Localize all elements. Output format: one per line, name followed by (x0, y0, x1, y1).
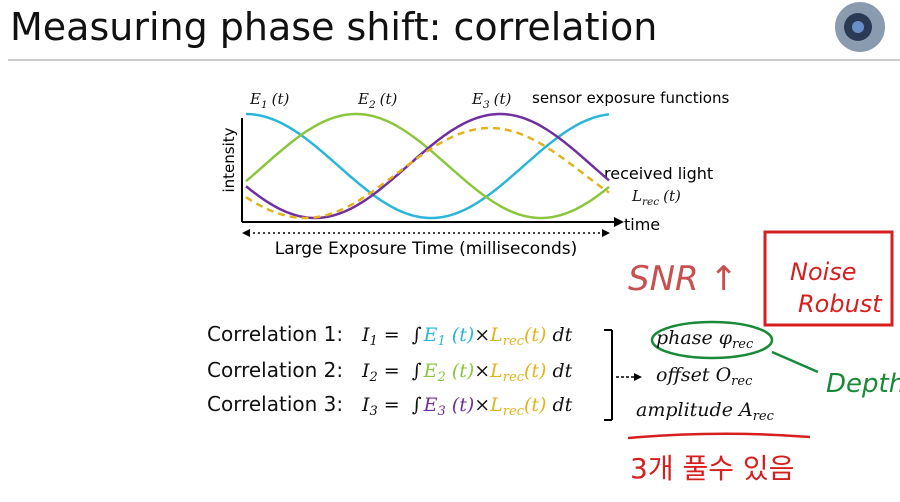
curve-e3 (245, 112, 610, 220)
label-sub: 2 (368, 99, 376, 111)
light-sub: rec (503, 370, 525, 385)
x-axis-label: time (624, 215, 660, 234)
label-sub: 3 (483, 99, 490, 111)
output-label: offset O (656, 364, 732, 386)
equals: = (384, 394, 400, 416)
func-arg: (t) (452, 360, 474, 382)
label-name: E (471, 90, 483, 108)
integral: ∫ (412, 324, 422, 346)
curve-received (245, 126, 610, 220)
light-sub: rec (503, 334, 525, 349)
span-arrow-left (242, 229, 250, 237)
received-symbol: Lrec (t) (631, 187, 681, 208)
integral: ∫ (412, 394, 422, 416)
light-sub: rec (503, 404, 525, 419)
output-label: phase φ (656, 327, 733, 349)
equation-label: Correlation 3: (207, 392, 343, 416)
received-label: received light (604, 164, 713, 183)
label-sub: 1 (261, 99, 268, 111)
equation-label: Correlation 2: (207, 358, 343, 382)
dt: dt (552, 394, 572, 416)
label-name: L (631, 187, 642, 205)
lhs-sub: 3 (370, 404, 378, 419)
output-sub: rec (732, 337, 754, 352)
span-arrow-right (602, 229, 610, 237)
func-arg: (t) (452, 324, 474, 346)
x-arrow (614, 217, 624, 227)
sensor-label: sensor exposure functions (532, 89, 729, 107)
func: E (423, 324, 438, 346)
curve-label: E3 (t) (471, 90, 512, 111)
func-sub: 2 (437, 370, 446, 385)
equation: I3 = ∫ E3 (t)×Lrec(t) dt (361, 394, 573, 419)
label-arg: (t) (380, 90, 398, 108)
times: × (474, 394, 490, 416)
lhs: I (361, 360, 370, 382)
lhs-sub: 2 (369, 370, 378, 385)
output-sub: rec (731, 374, 753, 389)
integral: ∫ (412, 360, 422, 382)
equals: = (384, 324, 400, 346)
func-sub: 3 (438, 404, 446, 419)
y-axis-label: intensity (220, 127, 238, 192)
robust-note: Robust (798, 290, 883, 318)
light-arg: (t) (524, 394, 546, 416)
output: amplitude Arec (636, 399, 775, 424)
func-arg: (t) (452, 394, 474, 416)
func: E (423, 394, 438, 416)
camera-icon (835, 2, 885, 52)
depth-arrow (771, 350, 819, 374)
equation-label: Correlation 1: (207, 322, 343, 346)
bracket-arrowhead (634, 373, 642, 381)
depth-note: Depth (826, 369, 900, 399)
lhs-sub: 1 (370, 334, 378, 349)
dt: dt (552, 324, 572, 346)
plot: intensity time Large Exposure Time (mill… (220, 89, 729, 259)
light-arg: (t) (524, 324, 546, 346)
curve-label: E1 (t) (249, 90, 290, 111)
func: E (423, 360, 438, 382)
light: L (489, 394, 503, 416)
label-arg: (t) (663, 187, 681, 205)
func-sub: 1 (438, 334, 446, 349)
lhs: I (361, 394, 370, 416)
lhs: I (361, 324, 370, 346)
label-arg: (t) (494, 90, 512, 108)
noise-note: Noise (790, 258, 857, 286)
noise-box (763, 230, 894, 327)
annotations: SNR ↑ Noise Robust Depth 3개 풀수 있음 (604, 230, 900, 485)
equation: I1 = ∫ E1 (t)×Lrec(t) dt (361, 324, 573, 349)
curve-e2 (245, 112, 610, 220)
equals: = (384, 360, 400, 382)
curve-e1 (245, 112, 610, 220)
korean-note: 3개 풀수 있음 (630, 452, 794, 485)
label-arg: (t) (272, 90, 290, 108)
output: phase φrec (656, 327, 754, 352)
slide-title: Measuring phase shift: correlation (10, 5, 657, 49)
phase-circle (650, 320, 774, 360)
curve-label: E2 (t) (357, 90, 398, 111)
equation: I2 = ∫ E2 (t)×Lrec(t) dt (361, 360, 573, 385)
output: offset Orec (656, 364, 753, 389)
exposure-label: Large Exposure Time (milliseconds) (275, 239, 578, 259)
label-name: E (249, 90, 261, 108)
snr-note: SNR ↑ (628, 259, 738, 299)
amplitude-underline (627, 432, 811, 440)
output-sub: rec (753, 409, 775, 424)
light: L (489, 324, 503, 346)
light: L (489, 360, 503, 382)
times: × (474, 360, 490, 382)
times: × (474, 324, 490, 346)
light-arg: (t) (524, 360, 546, 382)
label-name: E (357, 90, 369, 108)
output-label: amplitude A (636, 399, 753, 421)
bracket-ends (604, 329, 612, 421)
label-sub: rec (642, 196, 659, 208)
dt: dt (552, 360, 572, 382)
